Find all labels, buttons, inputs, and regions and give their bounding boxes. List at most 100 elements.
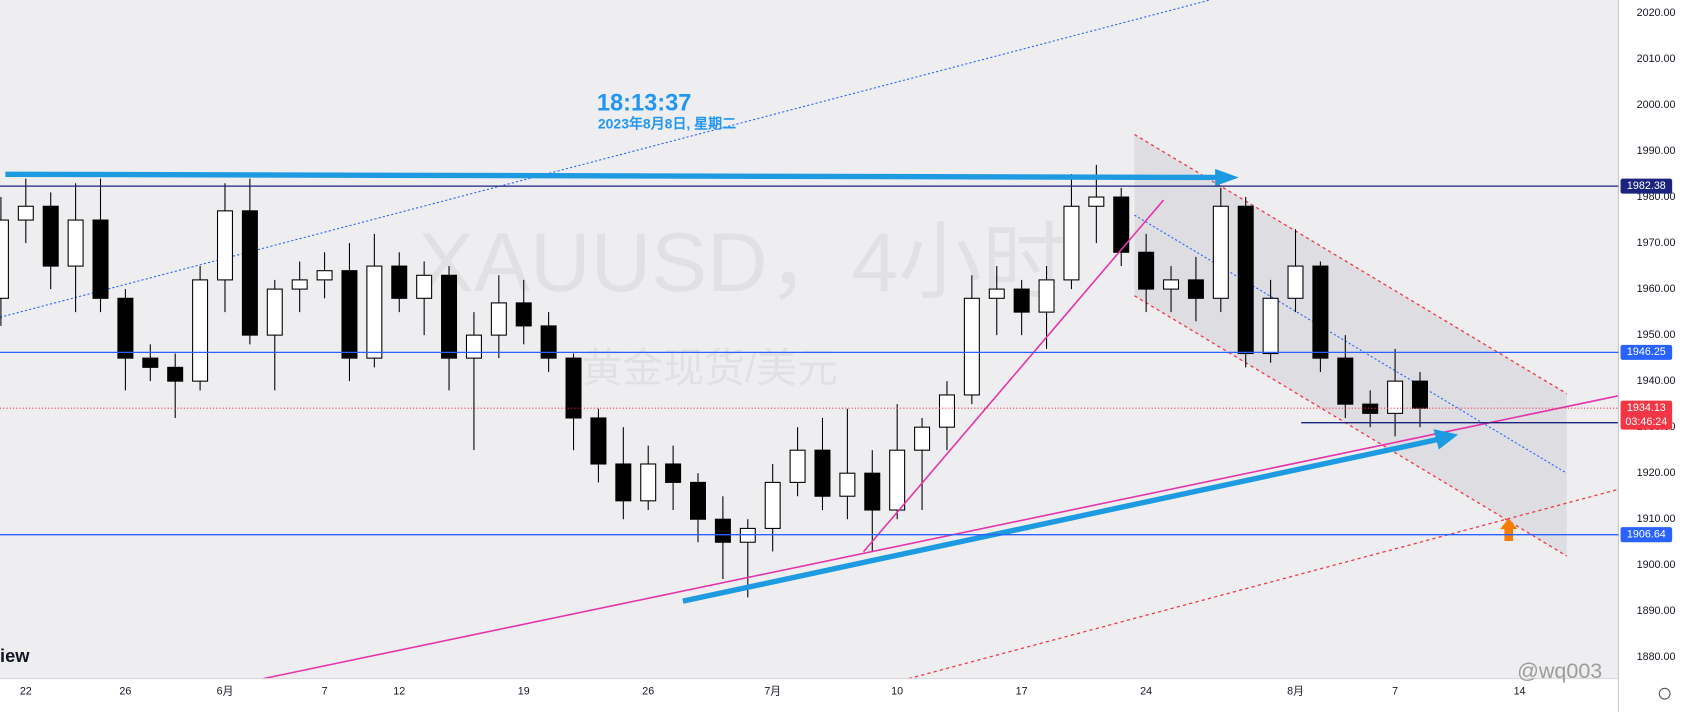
candle-body bbox=[1312, 265, 1329, 359]
candle-body bbox=[590, 417, 607, 465]
y-tick-label: 2000.00 bbox=[1637, 99, 1676, 111]
price-label: 1946.25 bbox=[1627, 346, 1666, 358]
clock: 18:13:37 bbox=[597, 91, 692, 117]
candle-body bbox=[17, 205, 34, 221]
settings-icon[interactable] bbox=[1658, 687, 1671, 700]
candle-body bbox=[1411, 380, 1428, 409]
candle-body bbox=[1038, 279, 1055, 313]
candle-body bbox=[789, 449, 806, 483]
x-tick-label: 7月 bbox=[764, 685, 781, 697]
candle-body bbox=[839, 472, 856, 497]
series bbox=[0, 164, 1428, 598]
x-tick-label: 6月 bbox=[217, 685, 234, 697]
x-tick-label: 10 bbox=[891, 685, 903, 697]
candle-body bbox=[266, 288, 283, 336]
x-tick-label: 19 bbox=[518, 685, 530, 697]
candle-body bbox=[316, 270, 333, 281]
x-tick-label: 26 bbox=[119, 685, 131, 697]
candle-body bbox=[1337, 357, 1354, 405]
y-tick-label: 1980.00 bbox=[1637, 191, 1676, 203]
y-tick-label: 2010.00 bbox=[1637, 53, 1676, 65]
candle-body bbox=[441, 274, 458, 359]
candle-body bbox=[1013, 288, 1030, 313]
candle-body bbox=[515, 302, 532, 327]
y-tick-label: 1910.00 bbox=[1637, 513, 1676, 525]
candle-body bbox=[341, 270, 358, 359]
x-tick-label: 17 bbox=[1016, 685, 1028, 697]
candle-body bbox=[1237, 205, 1254, 355]
x-tick-label: 14 bbox=[1514, 685, 1526, 697]
candle-body bbox=[366, 265, 383, 359]
y-tick-label: 1920.00 bbox=[1637, 467, 1676, 479]
candle-body bbox=[1212, 205, 1229, 299]
countdown-label: 03:46:24 bbox=[1625, 416, 1667, 428]
candle-body bbox=[814, 449, 831, 497]
y-tick-label: 1940.00 bbox=[1637, 375, 1676, 387]
candle-body bbox=[92, 219, 109, 299]
candle-body bbox=[142, 357, 159, 368]
candle-body bbox=[615, 463, 632, 502]
x-tick-label: 8月 bbox=[1287, 685, 1304, 697]
candle-body bbox=[640, 463, 657, 502]
trend-pink bbox=[862, 199, 1165, 553]
candle-body bbox=[565, 357, 582, 419]
last-price-box bbox=[1620, 400, 1673, 430]
candle-body bbox=[988, 288, 1005, 299]
last-price-label: 1934.13 bbox=[1627, 402, 1666, 414]
candle-body bbox=[192, 279, 209, 382]
x-tick-label: 7 bbox=[322, 685, 328, 697]
price-label-box bbox=[1620, 527, 1673, 543]
candle-body bbox=[1138, 251, 1155, 290]
date: 2023年8月8日, 星期二 bbox=[598, 115, 736, 131]
candle-body bbox=[1163, 279, 1180, 290]
price-label-box bbox=[1620, 178, 1673, 194]
y-tick-label: 1950.00 bbox=[1637, 329, 1676, 341]
candle-body bbox=[1387, 380, 1404, 414]
x-tick-label: 12 bbox=[393, 685, 405, 697]
channel-bottom bbox=[1134, 295, 1568, 557]
watermark-user: @wq003 bbox=[1517, 659, 1602, 683]
arrow-head bbox=[1215, 168, 1239, 187]
candle-body bbox=[67, 219, 84, 267]
price-label-box bbox=[1620, 344, 1673, 360]
candle-body bbox=[540, 325, 557, 359]
candle-body bbox=[963, 297, 980, 396]
x-tick-label: 26 bbox=[642, 685, 654, 697]
candle-body bbox=[291, 279, 308, 290]
y-tick-label: 1900.00 bbox=[1637, 559, 1676, 571]
candle-body bbox=[1287, 265, 1304, 299]
candle-body bbox=[465, 334, 482, 359]
candle-body bbox=[665, 463, 682, 483]
trend-pink bbox=[263, 394, 1619, 680]
watermark-symbol: XAUUSD，4小时 bbox=[418, 215, 1066, 309]
candle-body bbox=[914, 426, 931, 451]
candle-body bbox=[42, 205, 59, 267]
candle-body bbox=[416, 274, 433, 299]
price-label: 1982.38 bbox=[1627, 180, 1666, 192]
candle-body bbox=[241, 210, 258, 336]
candle-body bbox=[1262, 297, 1279, 355]
y-tick-label: 1970.00 bbox=[1637, 237, 1676, 249]
candle-body bbox=[117, 297, 134, 359]
candle-body bbox=[889, 449, 906, 511]
candle-body bbox=[938, 394, 955, 428]
candle-body bbox=[764, 481, 781, 529]
arrow-line bbox=[682, 436, 1442, 604]
y-tick-label: 2020.00 bbox=[1637, 7, 1676, 19]
candle-body bbox=[1063, 205, 1080, 281]
y-tick-label: 1960.00 bbox=[1637, 283, 1676, 295]
arrow-head bbox=[1433, 429, 1459, 450]
candle-body bbox=[1362, 403, 1379, 414]
price-label: 1906.64 bbox=[1627, 529, 1666, 541]
candle-body bbox=[1088, 196, 1105, 207]
y-tick-label: 1990.00 bbox=[1637, 145, 1676, 157]
logo: iew bbox=[0, 645, 30, 666]
x-tick-label: 22 bbox=[20, 685, 32, 697]
x-tick-label: 24 bbox=[1140, 685, 1152, 697]
candle-body bbox=[0, 219, 9, 299]
candle-body bbox=[864, 472, 881, 511]
y-tick-label: 1890.00 bbox=[1637, 605, 1676, 617]
candle-body bbox=[1187, 279, 1204, 299]
candle-body bbox=[490, 302, 507, 336]
